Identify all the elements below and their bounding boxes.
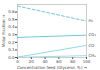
svg-text:0.2: 0.2: [8, 40, 15, 45]
svg-text:0: 0: [16, 59, 19, 65]
svg-text:80: 80: [70, 59, 76, 65]
svg-text:100: 100: [82, 59, 91, 65]
svg-text:H₂: H₂: [89, 18, 94, 23]
svg-text:0.1: 0.1: [8, 47, 15, 52]
svg-text:60: 60: [56, 59, 62, 65]
svg-text:Concentration feed (Glycerol,: Concentration feed (Glycerol, %) →: [17, 65, 88, 70]
svg-text:CO₂: CO₂: [89, 32, 97, 37]
svg-text:0.4: 0.4: [8, 24, 15, 29]
svg-text:CH₄: CH₄: [89, 53, 97, 58]
svg-text:CO: CO: [89, 43, 95, 48]
svg-text:Molar fraction →: Molar fraction →: [1, 14, 6, 47]
svg-text:20: 20: [28, 59, 34, 65]
svg-text:40: 40: [42, 59, 48, 65]
svg-text:0.5: 0.5: [8, 17, 15, 22]
svg-text:0.6: 0.6: [8, 9, 15, 14]
svg-text:0.0: 0.0: [8, 55, 15, 60]
svg-text:0.3: 0.3: [8, 32, 15, 37]
